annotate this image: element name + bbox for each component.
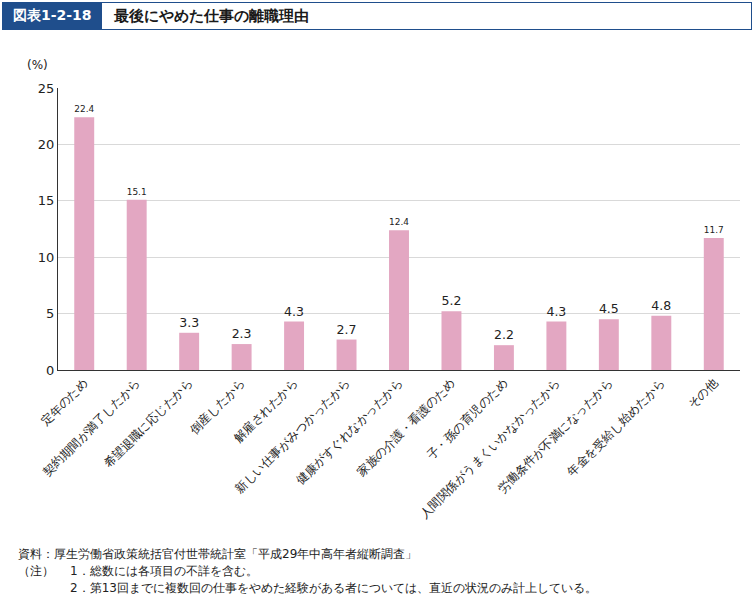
html-text:1．総数には各項目の不詳を含む。: 1．総数には各項目の不詳を含む。: [70, 564, 258, 578]
svg-text:3.3: 3.3: [179, 315, 199, 330]
svg-text:新しい仕事がみつかったから: 新しい仕事がみつかったから: [233, 376, 353, 496]
html-text:最後にやめた仕事の離職理由: 最後にやめた仕事の離職理由: [113, 6, 309, 25]
svg-text:5.2: 5.2: [442, 293, 462, 308]
svg-text:子・孫の育児のため: 子・孫の育児のため: [424, 376, 510, 462]
svg-text:4.3: 4.3: [284, 304, 304, 319]
html-text:（注）: （注）: [18, 564, 54, 578]
svg-text:5: 5: [46, 306, 54, 321]
svg-text:解雇されたから: 解雇されたから: [231, 376, 300, 445]
html-text:2．第13回までに複数回の仕事をやめた経験がある者については: 2．第13回までに複数回の仕事をやめた経験がある者については、直近の状況のみ計上…: [70, 581, 597, 595]
svg-text:10: 10: [38, 250, 55, 265]
svg-text:年金を受給し始めたから: 年金を受給し始めたから: [564, 376, 667, 479]
html-text:資料：厚生労働省政策統括官付世帯統計室「平成29年中高年者縦: 資料：厚生労働省政策統括官付世帯統計室「平成29年中高年者縦断調査」: [18, 547, 418, 561]
svg-text:契約期間が満了したから: 契約期間が満了したから: [40, 376, 143, 479]
svg-text:15.1: 15.1: [127, 187, 147, 197]
svg-text:労働条件が不満になったから: 労働条件が不満になったから: [495, 376, 615, 496]
svg-text:20: 20: [38, 137, 55, 152]
svg-text:15: 15: [38, 193, 55, 208]
svg-text:12.4: 12.4: [389, 217, 409, 227]
svg-text:2.2: 2.2: [494, 327, 514, 342]
svg-text:定年のため: 定年のため: [38, 376, 90, 428]
svg-text:希望退職に応じたから: 希望退職に応じたから: [101, 376, 196, 471]
svg-text:22.4: 22.4: [74, 104, 94, 114]
svg-text:25: 25: [38, 81, 55, 96]
svg-text:倒産したから: 倒産したから: [187, 376, 248, 437]
svg-text:人間関係がうまくいかなかったから: 人間関係がうまくいかなかったから: [417, 376, 563, 522]
html-text:図表1-2-18: 図表1-2-18: [13, 7, 92, 23]
svg-text:家族の介護・看護のため: 家族の介護・看護のため: [355, 376, 458, 479]
svg-text:4.5: 4.5: [599, 301, 619, 316]
svg-text:4.3: 4.3: [546, 304, 566, 319]
svg-text:2.7: 2.7: [337, 322, 357, 337]
svg-text:2.3: 2.3: [232, 326, 252, 341]
svg-text:(%): (%): [27, 58, 48, 72]
svg-text:4.8: 4.8: [651, 298, 671, 313]
svg-text:0: 0: [46, 363, 54, 378]
svg-text:その他: その他: [685, 376, 720, 411]
svg-text:健康がすぐれなかったから: 健康がすぐれなかったから: [294, 376, 406, 488]
svg-text:11.7: 11.7: [704, 225, 724, 235]
